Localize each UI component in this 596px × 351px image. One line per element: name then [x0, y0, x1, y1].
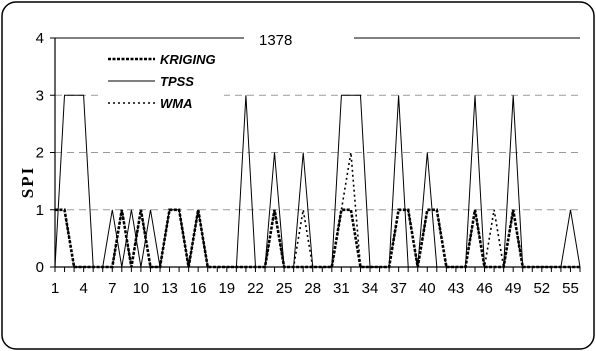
legend-label-wma: WMA — [160, 96, 193, 111]
y-tick-label: 4 — [36, 30, 44, 47]
legend-label-tpss: TPSS — [160, 74, 194, 89]
y-tick-label: 0 — [36, 259, 44, 276]
x-tick-label: 7 — [108, 280, 116, 297]
legend: KRIGING TPSS WMA — [102, 45, 224, 115]
x-tick-label: 10 — [133, 280, 150, 297]
x-tick-label: 25 — [276, 280, 293, 297]
x-tick-label: 46 — [476, 280, 493, 297]
x-tick-label: 37 — [390, 280, 407, 297]
x-tick-label: 55 — [562, 280, 579, 297]
y-tick-label: 1 — [36, 202, 44, 219]
legend-label-kriging: KRIGING — [160, 52, 216, 67]
legend-background — [102, 45, 224, 115]
series-line-wma — [55, 152, 580, 268]
x-tick-label: 19 — [218, 280, 235, 297]
y-axis-label: SPI — [18, 166, 37, 198]
x-tick-label: 1 — [51, 280, 59, 297]
x-tick-label: 31 — [333, 280, 350, 297]
y-tick-label: 2 — [36, 145, 44, 162]
title-background — [244, 28, 354, 50]
chart-title: 1378 — [259, 32, 292, 49]
x-tick-label: 49 — [505, 280, 522, 297]
series-line-tpss — [54, 94, 581, 268]
x-tick-label: 22 — [247, 280, 264, 297]
x-tick-label: 43 — [448, 280, 465, 297]
x-tick-label: 34 — [362, 280, 379, 297]
x-tick-label: 52 — [533, 280, 550, 297]
x-tick-label: 28 — [304, 280, 321, 297]
x-tick-label: 4 — [79, 280, 87, 297]
x-tick-label: 13 — [161, 280, 178, 297]
y-tick-label: 3 — [36, 87, 44, 104]
series-line-kriging — [55, 208, 580, 269]
chart-title-group: 1378 — [244, 28, 354, 50]
x-tick-label: 16 — [190, 280, 207, 297]
x-tick-label: 40 — [419, 280, 436, 297]
series-lines — [54, 94, 581, 269]
